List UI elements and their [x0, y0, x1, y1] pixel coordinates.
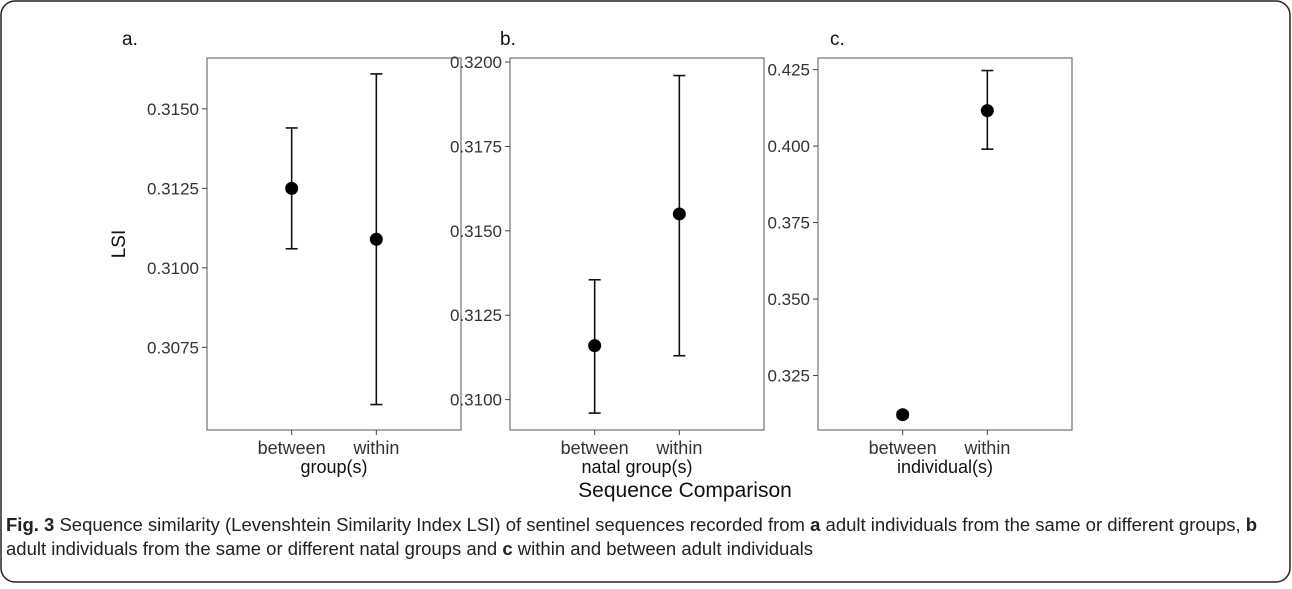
y-tick-label: 0.3075: [147, 338, 199, 357]
panel-label: a.: [122, 29, 138, 50]
panel-1: a. 0.3075 0.3100 0.3125 0.3150 between withing…: [109, 29, 462, 477]
x-tick-label: between: [258, 438, 326, 458]
caption-text: adult individuals from the same or diffe…: [820, 514, 1246, 535]
x-tick-label: between: [561, 438, 629, 458]
plot-frame: [206, 57, 462, 431]
panel-label: b.: [500, 29, 516, 50]
caption-fig-label: Fig. 3: [6, 514, 55, 535]
caption-body: Sequence similarity (Levenshtein Similar…: [6, 514, 1257, 559]
y-tick-label: 0.325: [767, 367, 810, 386]
x-tick-label: within: [963, 438, 1010, 458]
supertitle: Sequence Comparison: [578, 479, 792, 502]
y-tick-label: 0.3200: [450, 53, 502, 72]
y-tick-label: 0.375: [767, 214, 810, 233]
plot-frame: [817, 57, 1073, 431]
panel-label: c.: [830, 29, 845, 50]
plot-frame: [509, 57, 765, 431]
data-point: [896, 408, 910, 422]
y-tick-label: 0.3125: [147, 179, 199, 198]
y-tick-label: 0.3150: [147, 100, 199, 119]
caption-panel-ref: c: [502, 537, 513, 559]
data-point: [285, 181, 299, 195]
caption-text: adult individuals from the same or diffe…: [6, 537, 503, 559]
x-axis-title: group(s): [300, 457, 367, 477]
caption-panel-ref: a: [810, 514, 821, 535]
caption-text: Sequence similarity (Levenshtein Similar…: [54, 514, 811, 535]
y-tick-label: 0.350: [767, 290, 810, 309]
y-tick-label: 0.400: [767, 137, 810, 156]
caption-panel-ref: b: [1245, 514, 1258, 535]
y-tick-label: 0.3175: [450, 137, 502, 156]
panel-2: b. 0.3100 0.3125 0.3150 0.3175 0.3200 between w…: [450, 29, 765, 477]
data-point: [369, 232, 383, 246]
x-tick-label: between: [869, 438, 937, 458]
data-point: [672, 207, 686, 221]
data-point: [588, 339, 602, 353]
x-axis-title: natal group(s): [581, 457, 692, 477]
y-tick-label: 0.3100: [147, 259, 199, 278]
y-tick-label: 0.3150: [450, 222, 502, 241]
y-tick-label: 0.3125: [450, 306, 502, 325]
data-point: [980, 104, 994, 118]
figure-caption: Fig. 3 Sequence similarity (Levenshtein …: [6, 513, 1282, 560]
y-axis-title: LSI: [109, 230, 130, 259]
x-tick-label: within: [655, 438, 702, 458]
y-tick-label: 0.3100: [450, 391, 502, 410]
x-axis-title: individual(s): [897, 457, 993, 477]
caption-text: within and between adult individuals: [512, 537, 813, 559]
y-tick-label: 0.425: [767, 61, 810, 80]
x-tick-label: within: [352, 438, 399, 458]
panel-3: c. 0.325 0.350 0.375 0.400 0.425 between within…: [767, 29, 1073, 477]
